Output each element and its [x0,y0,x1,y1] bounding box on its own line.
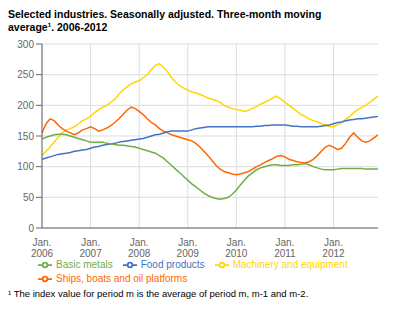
svg-text:150: 150 [17,131,34,142]
svg-text:250: 250 [17,69,34,80]
svg-text:300: 300 [17,39,34,50]
svg-text:Jan.2006: Jan.2006 [31,237,54,259]
svg-text:Jan.2008: Jan.2008 [128,237,151,259]
svg-text:Jan.2009: Jan.2009 [177,237,200,259]
svg-text:200: 200 [17,100,34,111]
html-text:¹ The index value for period m: ¹ The index value for period m is the av… [8,288,309,299]
html-text:Ships, boats and oil platforms: Ships, boats and oil platforms [56,272,188,284]
svg-text:Jan.2012: Jan.2012 [322,237,345,259]
svg-text:Jan.2010: Jan.2010 [225,237,248,259]
html-text:Food products: Food products [140,258,205,270]
svg-text:100: 100 [17,161,34,172]
svg-text:Jan.2007: Jan.2007 [79,237,102,259]
html-text:Machinery and equipment: Machinery and equipment [232,258,348,270]
html-text:Selected industries. Seasonall: Selected industries. Seasonally adjusted… [8,8,322,33]
html-text:Basic metals: Basic metals [56,258,113,270]
svg-text:Jan.2011: Jan.2011 [274,237,296,259]
svg-text:0: 0 [28,223,34,234]
svg-text:50: 50 [23,192,35,203]
